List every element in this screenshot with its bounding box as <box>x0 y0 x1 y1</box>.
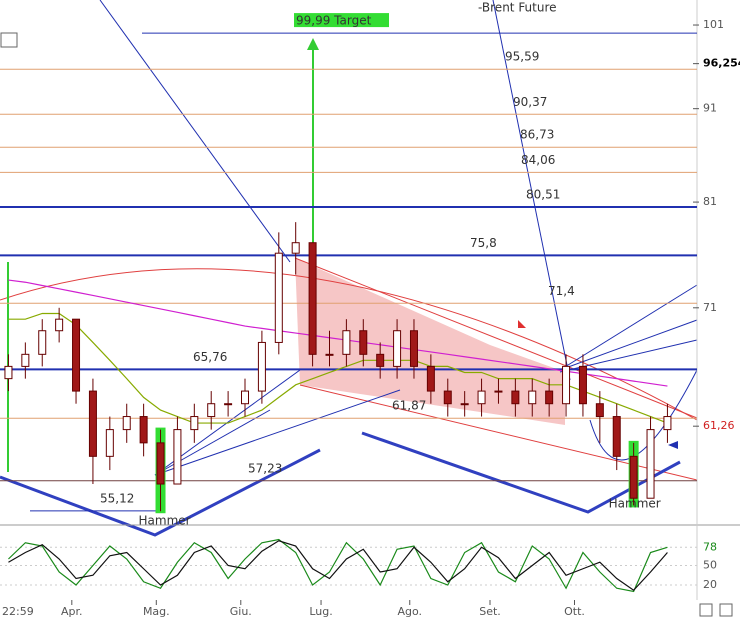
candle-body <box>105 429 114 457</box>
candle-body <box>629 455 638 499</box>
arrow-head <box>307 38 319 50</box>
moving-average <box>8 312 668 424</box>
y-tick-label: 101 <box>703 18 724 31</box>
level-label: 75,8 <box>470 236 497 250</box>
icon[interactable] <box>719 603 733 617</box>
candle-body <box>545 390 554 405</box>
candle-body <box>663 416 672 431</box>
candle-body <box>342 330 351 355</box>
candle-body <box>426 365 435 392</box>
candle-body <box>308 242 317 355</box>
candle-body <box>409 330 418 367</box>
osc-tick-label: 20 <box>703 578 717 591</box>
candle-body <box>173 429 182 485</box>
arc <box>0 268 698 421</box>
candle-body <box>122 416 131 431</box>
level-label: 84,06 <box>521 153 555 167</box>
x-tick-label: Ago. <box>397 605 422 618</box>
candle-body <box>393 330 402 367</box>
candle-body <box>38 330 47 355</box>
candle-body <box>207 403 216 418</box>
level-label: 80,51 <box>526 187 560 201</box>
candle-body <box>595 403 604 418</box>
level-label: 95,59 <box>505 50 539 64</box>
oscillator-line <box>8 540 668 591</box>
x-tick-label: Lug. <box>309 605 332 618</box>
level-label: 55,12 <box>100 491 134 505</box>
annotation: Hammer <box>139 514 191 528</box>
osc-tick-label: 50 <box>703 559 717 572</box>
candle-body <box>88 390 97 457</box>
candle-body <box>257 341 266 392</box>
y-tick-label: 71 <box>703 301 717 314</box>
candle-body <box>72 318 81 392</box>
osc-tick-label: 78 <box>703 540 717 553</box>
x-tick-label: Ott. <box>564 605 585 618</box>
candle-body <box>291 242 300 254</box>
candle-body <box>274 252 283 343</box>
candle-body <box>477 390 486 405</box>
candle-body <box>612 416 621 457</box>
y-tick-label: 96,254 <box>703 57 740 70</box>
candle-body <box>4 365 13 380</box>
annotation: Hammer <box>609 497 661 511</box>
arrow-marker <box>518 320 526 328</box>
trendline <box>492 0 571 381</box>
level-label: 65,76 <box>193 350 227 364</box>
moving-average <box>8 279 668 387</box>
x-tick-label: Apr. <box>61 605 83 618</box>
level-label: 61,87 <box>392 399 426 413</box>
wedge <box>295 258 565 425</box>
x-tick-label: Giu. <box>230 605 252 618</box>
candle-body <box>511 390 520 405</box>
y-tick-label: 91 <box>703 102 717 115</box>
candle-body <box>325 353 334 356</box>
candle-body <box>359 330 368 355</box>
level-label: 99,99 Target <box>296 14 372 28</box>
y-tick-label: 81 <box>703 195 717 208</box>
level-label: 86,73 <box>520 128 554 142</box>
level-label: 57,23 <box>248 461 282 475</box>
candle-body <box>562 365 571 405</box>
candle-body <box>494 390 503 393</box>
candle-body <box>376 353 385 367</box>
target-box <box>294 13 389 28</box>
icon[interactable] <box>699 603 713 617</box>
candle-body <box>190 416 199 431</box>
candle-body <box>646 429 655 499</box>
candle-body <box>55 318 64 332</box>
x-tick-label: Set. <box>479 605 501 618</box>
x-tick-label: Mag. <box>143 605 170 618</box>
zigzag <box>0 448 321 537</box>
chart-title: -Brent Future <box>478 1 557 15</box>
candle-body <box>156 442 165 485</box>
oscillator-line <box>8 538 668 593</box>
trendline <box>99 0 291 263</box>
tool-icon[interactable] <box>0 32 18 48</box>
trendline <box>294 257 698 419</box>
time-label: 22:59 <box>2 605 34 618</box>
candle-body <box>224 403 233 406</box>
candle-body <box>460 403 469 406</box>
y-tick-label: 61,26 <box>703 419 735 432</box>
candle-body <box>578 365 587 405</box>
level-label: 71,4 <box>548 284 575 298</box>
arrow-marker <box>668 441 678 449</box>
candle-body <box>528 390 537 405</box>
candle-body <box>139 416 148 444</box>
candle-body <box>443 390 452 405</box>
candle-body <box>241 390 250 405</box>
level-label: 90,37 <box>513 95 547 109</box>
candle-body <box>21 353 30 367</box>
